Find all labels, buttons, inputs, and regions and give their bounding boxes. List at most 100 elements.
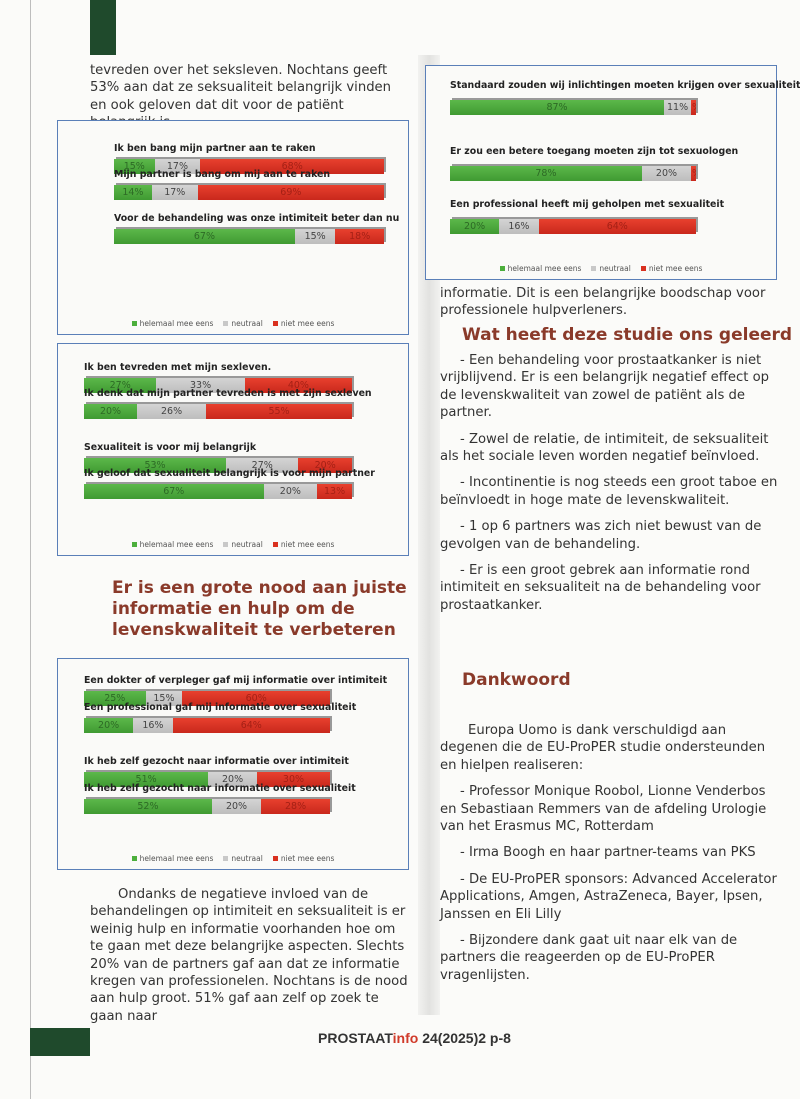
survey-question: Er zou een betere toegang moeten zijn to… [450, 146, 739, 157]
list-item: - Er is een groot gebrek aan informatie … [440, 563, 761, 613]
legend-swatch [223, 856, 229, 861]
neutral-segment: 17% [154, 159, 201, 174]
legend-swatch [223, 542, 229, 547]
agree-segment: 20% [450, 219, 500, 234]
survey-question: Ik heb zelf gezocht naar informatie over… [84, 783, 356, 794]
legend-label: neutraal [231, 319, 263, 328]
page-footer: PROSTAATinfo 24(2025)2 p-8 [318, 1030, 511, 1046]
legend-item: neutraal [223, 319, 263, 328]
chart-legend: helemaal mee eens neutraal niet mee eens [58, 854, 408, 863]
survey-question: Een professional gaf mij informatie over… [84, 702, 357, 713]
agree-segment: 20% [84, 718, 134, 733]
decor-strip [30, 1028, 90, 1056]
legend-item: neutraal [223, 540, 263, 549]
legend-item: helemaal mee eens [131, 319, 214, 328]
legend-swatch [272, 321, 278, 326]
disagree-segment: 68% [200, 159, 384, 174]
legend-label: niet mee eens [280, 319, 335, 328]
stacked-bar: 67% 20% 13% [84, 484, 352, 499]
stacked-bar: 87%11%2% [450, 100, 696, 115]
list-item: - 1 op 6 partners was zich niet bewust v… [440, 519, 762, 552]
paragraph: Ondanks de negatieve invloed van de beha… [90, 887, 408, 1024]
legend-swatch [499, 266, 505, 271]
legend-swatch [131, 542, 137, 547]
survey-question: Voor de behandeling was onze intimiteit … [114, 213, 400, 224]
thanks-list: Europa Uomo is dank verschuldigd aan deg… [440, 722, 778, 993]
neutral-segment: 20% [208, 772, 257, 787]
survey-question: Sexualiteit is voor mij belangrijk [84, 442, 257, 453]
agree-segment: 51% [84, 772, 209, 787]
legend-swatch [131, 321, 137, 326]
legend-swatch [272, 542, 278, 547]
right-continuation: informatie. Dit is een belangrijke boods… [440, 286, 766, 319]
chart-legend: helemaal mee eens neutraal niet mee eens [426, 264, 776, 273]
disagree-segment: 30% [256, 772, 330, 787]
neutral-segment: 20% [211, 799, 262, 814]
legend-item: niet mee eens [272, 854, 335, 863]
chart-legend: helemaal mee eens neutraal niet mee eens [58, 319, 408, 328]
chart-intimacy: Ik ben bang mijn partner aan te raken 15%… [57, 120, 409, 335]
survey-question: Ik denk dat mijn partner tevreden is met… [84, 388, 372, 399]
chart-sexlife: Ik ben tevreden met mijn sexleven. 27% 33%… [57, 343, 409, 556]
disagree-segment: 64% [538, 219, 696, 234]
list-item: - Zowel de relatie, de intimiteit, de se… [440, 431, 769, 465]
stacked-bar: 67% 15% 18% [114, 229, 384, 244]
disagree-segment: 20% [298, 458, 352, 473]
legend-item: helemaal mee eens [131, 854, 214, 863]
list-item: - Professor Monique Roobol, Lionne Vende… [440, 784, 767, 835]
legend-item: niet mee eens [272, 540, 334, 549]
list-item: - Een behandeling voor prostaatkanker is… [440, 353, 770, 421]
section-heading: Er is een grote nood aan juiste informat… [112, 578, 407, 640]
disagree-segment: 60% [182, 691, 330, 706]
legend-label: helemaal mee eens [507, 264, 582, 273]
legend-item: helemaal mee eens [499, 264, 582, 273]
neutral-segment: 33% [156, 378, 245, 393]
neutral-segment: 20% [263, 484, 318, 499]
survey-question: Ik heb zelf gezocht naar informatie over… [84, 756, 349, 767]
stacked-bar: 25% 15% 60% [84, 691, 330, 706]
legend-item: niet mee eens [272, 319, 335, 328]
disagree-segment: 64% [172, 718, 330, 733]
legend-swatch [272, 856, 278, 861]
lessons-heading: Wat heeft deze studie ons geleerd [462, 325, 793, 345]
left-paragraph: Ondanks de negatieve invloed van de beha… [90, 886, 408, 1034]
legend-label: niet mee eens [280, 854, 335, 863]
neutral-segment: 15% [294, 229, 336, 244]
legend-label: niet mee eens [648, 264, 703, 273]
survey-question: Ik ben bang mijn partner aan te raken [114, 143, 316, 154]
agree-segment: 78% [450, 166, 642, 181]
gutter [418, 55, 440, 1015]
legend-label: helemaal mee eens [139, 319, 214, 328]
disagree-segment: 69% [197, 185, 384, 200]
list-item: - Irma Boogh en haar partner-teams van P… [460, 845, 756, 861]
list-item: - De EU-ProPER sponsors: Advanced Accele… [440, 871, 777, 922]
legend-swatch [223, 321, 229, 326]
legend-label: helemaal mee eens [139, 854, 214, 863]
stacked-bar: 20% 16% 64% [84, 718, 330, 733]
neutral-segment: 11% [664, 100, 692, 115]
lessons-list: - Een behandeling voor prostaatkanker is… [440, 352, 778, 623]
agree-segment: 25% [84, 691, 146, 706]
legend-swatch [640, 266, 646, 271]
disagree-segment: 13% [317, 484, 352, 499]
agree-segment: 67% [114, 229, 295, 244]
disagree-segment: 2% [691, 166, 696, 181]
agree-segment: 15% [114, 159, 155, 174]
disagree-segment: 28% [261, 799, 330, 814]
thanks-heading: Dankwoord [462, 670, 571, 690]
list-item: - Incontinentie is nog steeds een groot … [440, 475, 778, 508]
stacked-bar: 52% 20% 28% [84, 799, 330, 814]
legend-swatch [131, 856, 137, 861]
neutral-segment: 16% [499, 219, 539, 234]
disagree-segment: 2% [691, 100, 696, 115]
survey-question: Een professional heeft mij geholpen met … [450, 199, 725, 210]
stacked-bar: 20% 16% 64% [450, 219, 696, 234]
disagree-segment: 55% [206, 404, 352, 419]
legend-label: neutraal [231, 540, 263, 549]
issue-number: 24(2025)2 p-8 [418, 1030, 511, 1046]
legend-swatch [591, 266, 597, 271]
brand: PROSTAAT [318, 1030, 393, 1046]
scan-edge [30, 0, 31, 1099]
left-intro: tevreden over het seksleven. Nochtans ge… [90, 63, 392, 130]
agree-segment: 27% [84, 378, 157, 393]
